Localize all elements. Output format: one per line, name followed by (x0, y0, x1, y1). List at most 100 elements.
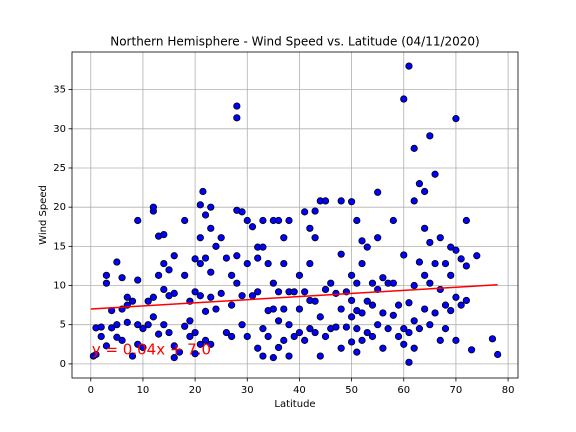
point (191, 255, 199, 263)
point (431, 259, 439, 268)
point (280, 305, 288, 313)
point (269, 279, 277, 287)
chart-title: Northern Hemisphere - Wind Speed vs. Lat… (110, 35, 480, 49)
point (452, 336, 460, 344)
point (170, 354, 178, 362)
point (170, 289, 178, 297)
point (97, 332, 105, 341)
point (410, 144, 418, 152)
point (379, 309, 387, 317)
point (254, 254, 262, 262)
point (337, 305, 345, 313)
point (368, 301, 377, 309)
point (285, 216, 293, 225)
point (415, 258, 424, 266)
point (201, 254, 210, 262)
point (92, 350, 100, 359)
point (280, 336, 288, 344)
point (191, 288, 199, 296)
point (134, 216, 142, 225)
point (426, 132, 434, 140)
point (243, 216, 251, 225)
y-tick-label: 0 (60, 359, 66, 370)
point (321, 197, 330, 205)
point (149, 313, 157, 321)
point (170, 252, 178, 260)
point (233, 102, 241, 110)
point (207, 268, 215, 276)
point (134, 340, 142, 348)
point (238, 292, 246, 300)
point (452, 246, 460, 254)
point (347, 271, 356, 279)
point (201, 307, 210, 315)
y-tick-label: 5 (60, 320, 66, 331)
point (207, 203, 215, 211)
point (123, 318, 131, 326)
point (321, 332, 330, 341)
point (353, 348, 361, 356)
point (452, 293, 460, 301)
point (405, 328, 413, 337)
point (259, 325, 267, 333)
point (400, 251, 408, 259)
x-tick-label: 70 (450, 385, 463, 396)
point (405, 299, 413, 307)
point (306, 259, 314, 268)
point (113, 321, 121, 329)
point (363, 297, 371, 305)
point (186, 317, 194, 325)
point (368, 332, 377, 341)
point (259, 352, 267, 360)
point (347, 338, 356, 346)
point (144, 321, 152, 329)
point (191, 350, 199, 358)
point (160, 259, 168, 268)
point (379, 344, 387, 352)
point (280, 234, 288, 242)
y-tick-label: 10 (53, 281, 66, 292)
point (113, 333, 121, 341)
point (415, 180, 424, 188)
point (421, 224, 429, 232)
point (269, 354, 277, 362)
point (462, 262, 470, 270)
point (462, 296, 470, 305)
point (441, 325, 450, 333)
point (196, 259, 204, 268)
point (144, 297, 152, 305)
point (353, 216, 361, 225)
annotation: y = 0.04x + 7.0 (92, 340, 211, 358)
point (347, 198, 356, 206)
point (347, 313, 356, 321)
point (389, 279, 397, 287)
point (295, 305, 304, 313)
point (332, 323, 340, 331)
point (212, 305, 220, 313)
point (457, 301, 465, 309)
point (363, 243, 371, 251)
point (123, 293, 131, 301)
x-tick-label: 10 (137, 385, 150, 396)
point (186, 332, 194, 341)
point (379, 274, 387, 282)
point (259, 216, 267, 225)
point (196, 292, 204, 300)
point (400, 325, 408, 333)
point (134, 276, 142, 284)
point (181, 271, 189, 279)
point (306, 224, 314, 232)
point (311, 234, 319, 242)
point (337, 344, 345, 352)
point (332, 289, 340, 297)
point (139, 343, 147, 352)
point (108, 324, 116, 332)
y-tick-label: 35 (53, 85, 66, 96)
point (447, 271, 455, 279)
point (436, 285, 444, 294)
y-tick-label: 15 (53, 241, 66, 252)
x-tick-label: 20 (189, 385, 202, 396)
point (374, 188, 382, 196)
point (113, 258, 121, 266)
point (389, 311, 397, 319)
